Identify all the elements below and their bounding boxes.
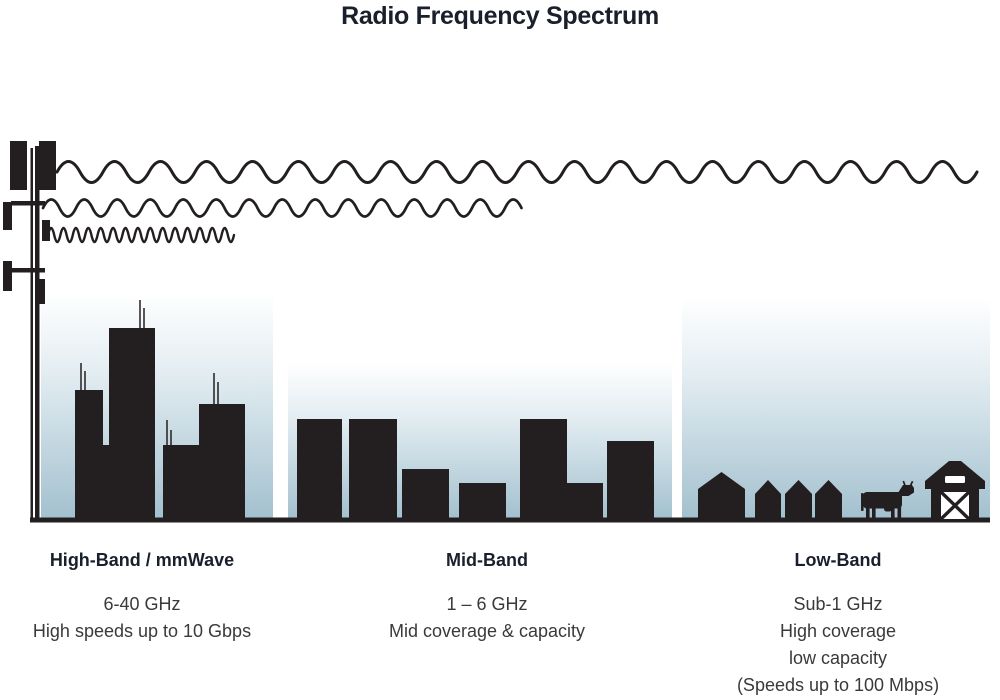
mid-rise-building-icon: [402, 469, 449, 520]
house-icon: [785, 480, 812, 520]
mid-rise-building-icon: [349, 419, 397, 520]
band-detail-line: High speeds up to 10 Gbps: [32, 621, 252, 641]
band-label-high-band: High-Band / mmWave 6-40 GHz High speeds …: [0, 549, 284, 645]
band-label-mid-band: Mid-Band 1 – 6 GHz Mid coverage & capaci…: [347, 549, 627, 645]
skyscraper-icon: [103, 445, 109, 520]
barn-icon: [925, 461, 985, 521]
mid-rise-building-icon: [520, 419, 567, 520]
band-detail-line: low capacity: [788, 648, 888, 668]
mid-rise-building-icon: [459, 483, 506, 520]
band-detail-line: High coverage: [779, 621, 897, 641]
mid-rise-building-icon: [567, 483, 603, 520]
skyscraper-icon: [163, 445, 199, 520]
mid-band-wave-icon: [41, 198, 523, 218]
band-heading: Mid-Band: [446, 550, 528, 570]
band-label-low-band: Low-Band Sub-1 GHz High coverage low cap…: [683, 549, 993, 699]
spectrum-illustration: [3, 141, 990, 523]
house-icon: [755, 480, 781, 520]
band-heading: High-Band / mmWave: [49, 550, 235, 570]
band-detail-line: 1 – 6 GHz: [446, 594, 528, 614]
band-detail-line: Sub-1 GHz: [793, 594, 883, 614]
house-icon: [815, 480, 842, 520]
band-heading: Low-Band: [794, 550, 882, 570]
cell-tower-icon: [3, 141, 56, 518]
band-detail-line: (Speeds up to 100 Mbps): [736, 675, 940, 695]
page-title: Radio Frequency Spectrum: [341, 2, 659, 30]
low-band-wave-icon: [55, 160, 979, 184]
mid-rise-building-icon: [607, 441, 654, 520]
house-icon: [698, 472, 745, 520]
cow-icon: [861, 480, 914, 520]
band-detail-line: Mid coverage & capacity: [388, 621, 586, 641]
skyscraper-icon: [109, 328, 155, 520]
ground-line: [30, 517, 990, 523]
high-band-wave-icon: [46, 226, 236, 244]
mid-rise-building-icon: [297, 419, 342, 520]
skyscraper-icon: [75, 390, 103, 520]
band-detail-line: 6-40 GHz: [103, 594, 181, 614]
skyscraper-icon: [199, 404, 245, 520]
